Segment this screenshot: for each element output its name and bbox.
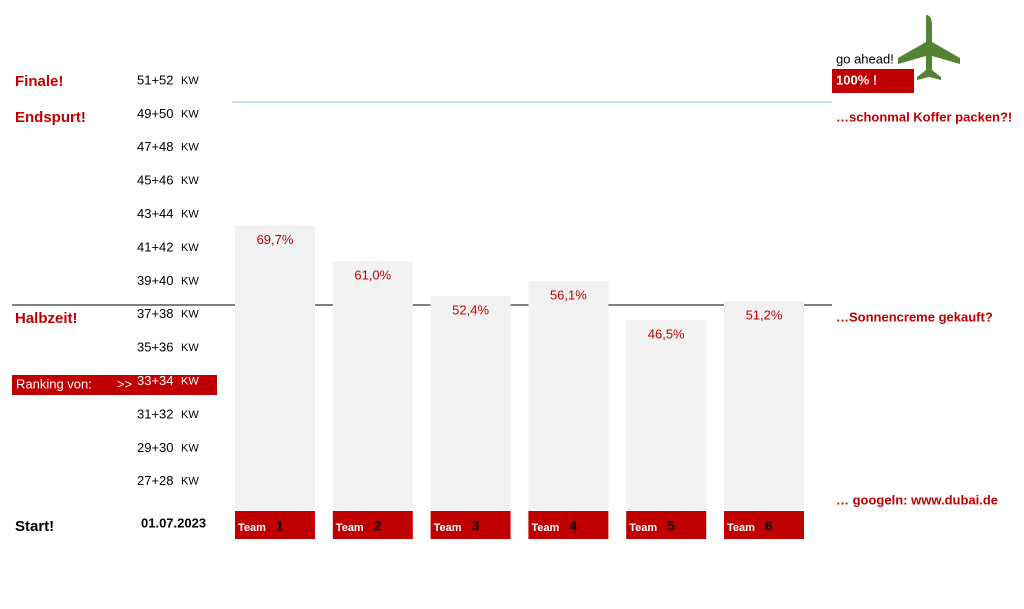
x-tick-label: 1	[276, 518, 284, 534]
ranking-arrow: >>	[117, 376, 132, 391]
week-label: 51+52	[137, 72, 174, 87]
stage-label: Start!	[15, 518, 54, 535]
target-badge-box	[832, 69, 914, 93]
team-box	[332, 511, 413, 539]
ranking-box	[12, 375, 217, 395]
value-label: 52,4%	[452, 303, 489, 318]
team-label: Team	[434, 522, 462, 534]
bar	[626, 320, 707, 510]
bar	[332, 261, 413, 510]
week-unit: KW	[181, 142, 199, 154]
week-label: 43+44	[137, 206, 174, 221]
week-label: 27+28	[137, 473, 174, 488]
note: … googeln: www.dubai.de	[836, 492, 998, 507]
ranking-label: Ranking von:	[16, 376, 92, 391]
value-label: 51,2%	[746, 308, 783, 323]
team-box	[626, 511, 707, 539]
week-label: 31+32	[137, 406, 174, 421]
week-unit: KW	[181, 409, 199, 421]
bar	[528, 281, 609, 510]
bar	[235, 225, 315, 510]
target-badge: 100% !	[836, 72, 877, 87]
week-unit: KW	[181, 309, 199, 321]
week-label: 33+34	[137, 373, 174, 388]
airplane-icon	[898, 15, 960, 80]
week-label: 37+38	[137, 306, 174, 321]
stage-label: Halbzeit!	[15, 310, 78, 327]
week-label: 39+40	[137, 273, 174, 288]
x-tick-label: 6	[765, 518, 773, 534]
stage-label: Finale!	[15, 73, 63, 90]
week-unit: KW	[181, 275, 199, 287]
value-label: 61,0%	[354, 268, 391, 283]
week-unit: KW	[181, 376, 199, 388]
x-tick-label: 2	[374, 518, 382, 534]
week-label: 41+42	[137, 239, 174, 254]
team-box	[430, 511, 511, 539]
value-label: 69,7%	[257, 232, 294, 247]
bar	[430, 296, 511, 510]
team-label: Team	[238, 522, 266, 534]
x-tick-label: 4	[569, 518, 577, 534]
week-unit: KW	[181, 442, 199, 454]
team-box	[724, 511, 804, 539]
team-label: Team	[629, 522, 657, 534]
week-label: 45+46	[137, 173, 174, 188]
week-unit: KW	[181, 108, 199, 120]
week-unit: KW	[181, 342, 199, 354]
week-label: 49+50	[137, 106, 174, 121]
week-unit: KW	[181, 175, 199, 187]
value-label: 56,1%	[550, 288, 587, 303]
go-ahead: go ahead!	[836, 51, 894, 66]
start-date: 01.07.2023	[141, 515, 206, 530]
team-box	[528, 511, 609, 539]
week-unit: KW	[181, 75, 199, 87]
note: …Sonnencreme gekauft?	[836, 309, 993, 324]
bar	[724, 301, 804, 510]
x-tick-label: 3	[472, 518, 480, 534]
week-label: 47+48	[137, 139, 174, 154]
week-label: 29+30	[137, 440, 174, 455]
team-box	[235, 511, 315, 539]
team-label: Team	[336, 522, 364, 534]
note: …schonmal Koffer packen?!	[836, 109, 1012, 124]
team-label: Team	[531, 522, 559, 534]
stage-label: Endspurt!	[15, 109, 86, 126]
value-label: 46,5%	[648, 327, 685, 342]
week-unit: KW	[181, 209, 199, 221]
team-label: Team	[727, 522, 755, 534]
week-unit: KW	[181, 242, 199, 254]
x-tick-label: 5	[667, 518, 675, 534]
week-label: 35+36	[137, 340, 174, 355]
week-unit: KW	[181, 476, 199, 488]
